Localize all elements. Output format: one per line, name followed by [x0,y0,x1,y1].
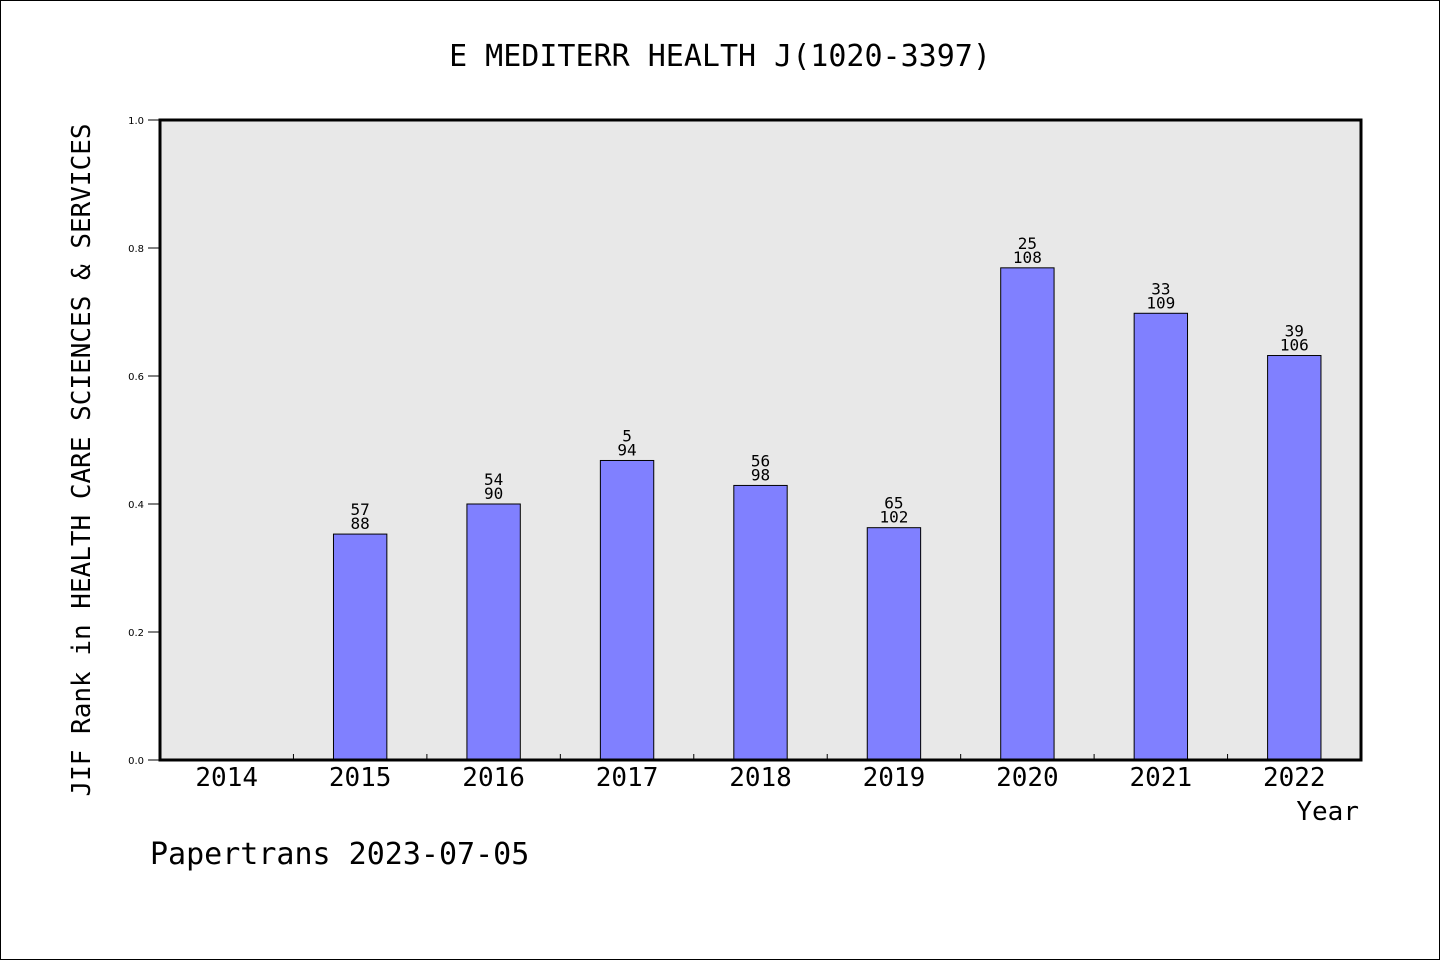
x-axis-label: Year [1296,797,1359,827]
chart-title: E MEDITERR HEALTH J(1020-3397) [449,39,991,74]
y-tick-label: 0.4 [128,500,144,511]
y-tick-label: 0.2 [128,628,144,639]
bar-total-label: 88 [351,514,370,533]
y-axis-ticks: 0.0 0.2 0.4 0.6 0.8 1.0 [128,116,160,767]
footer-credit: Papertrans 2023-07-05 [150,837,529,872]
bar-rank-label: 33 [1151,279,1170,298]
bar-rank-label: 5 [622,426,632,445]
x-tick-label: 2017 [596,763,659,793]
x-tick-label: 2018 [729,763,792,793]
bar-2019 [866,527,922,761]
bar-2017 [599,459,655,761]
plot-border [158,118,1363,762]
bar-rank-label: 25 [1018,234,1037,253]
bar-series [332,267,1322,761]
bar-total-label: 106 [1280,336,1309,355]
bar-total-label: 94 [617,440,636,459]
bar-rank-label: 65 [884,494,903,513]
bar-2022 [1267,355,1322,761]
x-tick-label: 2014 [195,763,258,793]
bar-total-label: 109 [1146,293,1175,312]
x-tick-label: 2021 [1130,763,1193,793]
bar-rank-label: 39 [1285,322,1304,341]
x-tick-label: 2019 [863,763,926,793]
x-tick-label: 2022 [1263,763,1326,793]
y-tick-label: 0.0 [128,756,144,767]
bar-total-label: 98 [751,465,770,484]
bar-2021 [1133,312,1189,761]
bar-total-label: 102 [879,508,908,527]
x-tick-label: 2016 [462,763,525,793]
x-tick-label: 2015 [329,763,392,793]
bar-rank-label: 56 [751,451,770,470]
y-axis-label: JIF Rank in HEALTH CARE SCIENCES & SERVI… [67,123,97,796]
bar-total-label: 108 [1013,248,1042,267]
bar-2018 [733,484,788,761]
bar-2016 [466,503,521,761]
y-tick-label: 0.8 [128,244,144,255]
bar-2020 [1000,267,1055,761]
bar-2015 [332,533,388,761]
x-axis-ticks: 2014 2015 2016 2017 2018 2019 2020 2021 2022 [195,754,1326,793]
x-tick-label: 2020 [996,763,1059,793]
bar-rank-label: 57 [351,500,370,519]
bar-rank-label: 54 [484,470,503,489]
y-tick-label: 1.0 [128,116,144,127]
y-tick-label: 0.6 [128,372,144,383]
bar-total-label: 90 [484,484,503,503]
